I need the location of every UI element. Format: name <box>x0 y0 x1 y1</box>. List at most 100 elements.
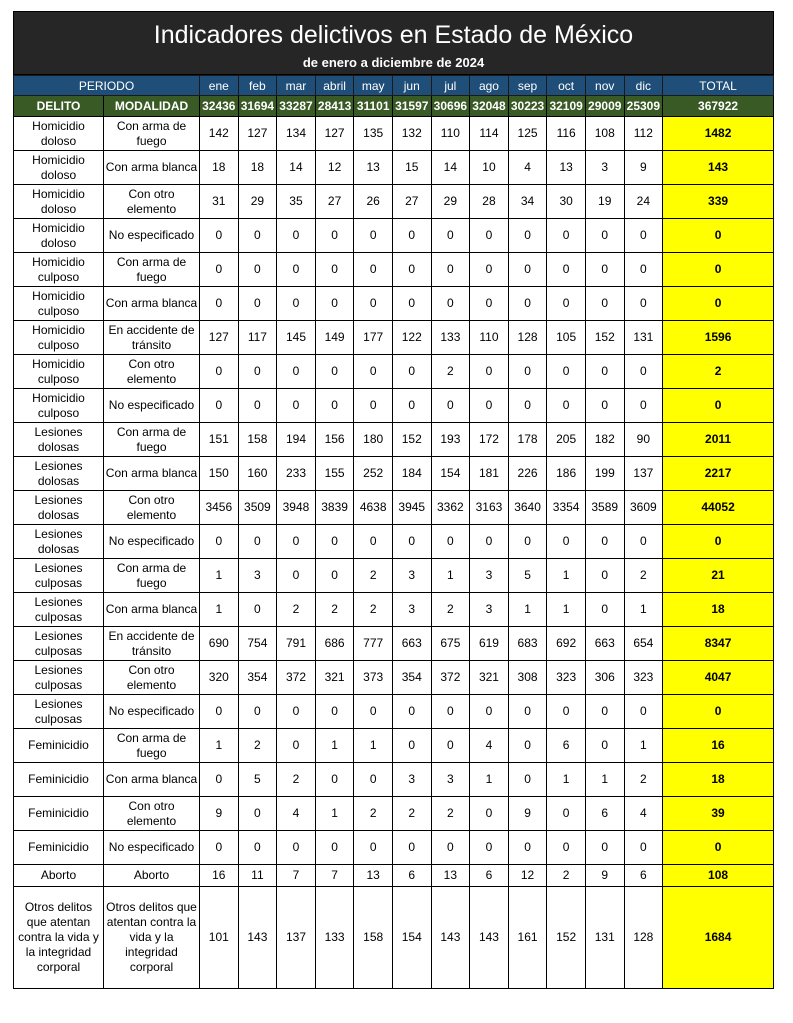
modalidad-cell: En accidente de tránsito <box>103 320 200 355</box>
value-cell: 0 <box>199 354 239 389</box>
table-row: Homicidio doloso Con arma blanca 18 18 14 12 1… <box>13 150 774 185</box>
value-cell: 2 <box>391 796 432 831</box>
value-cell: 1 <box>353 728 393 763</box>
value-cell: 0 <box>391 252 432 287</box>
value-cell: 306 <box>584 660 625 695</box>
modalidad-cell: Aborto <box>103 864 200 887</box>
value-cell: 1 <box>199 592 239 627</box>
value-cell: 0 <box>353 762 393 797</box>
value-cell: 0 <box>469 286 509 321</box>
value-cell: 354 <box>237 660 278 695</box>
value-cell: 152 <box>584 320 625 355</box>
value-cell: 137 <box>623 456 664 491</box>
value-cell: 180 <box>353 422 393 457</box>
value-cell: 0 <box>469 252 509 287</box>
value-cell: 3 <box>391 762 432 797</box>
value-cell: 13 <box>546 150 586 185</box>
value-cell: 29 <box>237 184 278 219</box>
value-cell: 0 <box>623 354 664 389</box>
month-header: jun <box>391 75 432 96</box>
value-cell: 0 <box>546 524 586 559</box>
value-cell: 354 <box>391 660 432 695</box>
value-cell: 6 <box>469 864 509 887</box>
value-cell: 0 <box>314 218 355 253</box>
value-cell: 0 <box>469 354 509 389</box>
value-cell: 177 <box>353 320 393 355</box>
value-cell: 0 <box>623 830 664 865</box>
row-total-cell: 0 <box>662 218 774 253</box>
value-cell: 131 <box>623 320 664 355</box>
modalidad-cell: Con arma blanca <box>103 592 200 627</box>
value-cell: 131 <box>584 886 625 989</box>
value-cell: 0 <box>276 388 316 423</box>
value-cell: 1 <box>314 728 355 763</box>
value-cell: 0 <box>507 252 548 287</box>
delito-cell: Homicidio culposo <box>13 388 104 423</box>
value-cell: 13 <box>353 864 393 887</box>
value-cell: 154 <box>391 886 432 989</box>
value-cell: 158 <box>353 886 393 989</box>
row-total-cell: 0 <box>662 830 774 865</box>
modalidad-cell: Con otro elemento <box>103 184 200 219</box>
table-row: Homicidio doloso No especificado 0 0 0 0 0 0 0 0 0… <box>13 218 774 253</box>
value-cell: 0 <box>584 218 625 253</box>
value-cell: 2 <box>276 762 316 797</box>
modalidad-cell: Con arma de fuego <box>103 728 200 763</box>
report: Indicadores delictivos en Estado de Méxi… <box>13 11 774 989</box>
value-cell: 114 <box>469 116 509 151</box>
value-cell: 0 <box>237 830 278 865</box>
value-cell: 29 <box>430 184 471 219</box>
row-total-cell: 0 <box>662 286 774 321</box>
value-cell: 0 <box>469 218 509 253</box>
value-cell: 0 <box>237 592 278 627</box>
delito-cell: Feminicidio <box>13 728 104 763</box>
month-total: 32109 <box>546 95 586 117</box>
value-cell: 194 <box>276 422 316 457</box>
value-cell: 233 <box>276 456 316 491</box>
value-cell: 0 <box>391 388 432 423</box>
row-total-cell: 2 <box>662 354 774 389</box>
modalidad-cell: No especificado <box>103 694 200 729</box>
value-cell: 3839 <box>314 490 355 525</box>
table-row: Homicidio culposo En accidente de tránsit… <box>13 320 774 355</box>
value-cell: 12 <box>507 864 548 887</box>
month-header: ago <box>469 75 509 96</box>
value-cell: 1 <box>199 558 239 593</box>
month-header: nov <box>584 75 625 96</box>
value-cell: 0 <box>199 218 239 253</box>
value-cell: 0 <box>623 218 664 253</box>
value-cell: 116 <box>546 116 586 151</box>
month-header: dic <box>623 75 664 96</box>
delito-cell: Lesiones culposas <box>13 558 104 593</box>
month-total: 30223 <box>507 95 548 117</box>
value-cell: 0 <box>469 796 509 831</box>
value-cell: 0 <box>584 830 625 865</box>
grand-total: 367922 <box>662 95 774 117</box>
value-cell: 3609 <box>623 490 664 525</box>
table-row: Lesiones culposas Con arma de fuego 1 3 0 0 2 3… <box>13 558 774 593</box>
table-row: Homicidio doloso Con arma de fuego 142 127 1… <box>13 116 774 151</box>
value-cell: 0 <box>546 252 586 287</box>
modalidad-cell: En accidente de tránsito <box>103 626 200 661</box>
modalidad-cell: No especificado <box>103 218 200 253</box>
value-cell: 791 <box>276 626 316 661</box>
value-cell: 3948 <box>276 490 316 525</box>
value-cell: 0 <box>584 388 625 423</box>
value-cell: 686 <box>314 626 355 661</box>
value-cell: 0 <box>199 388 239 423</box>
table-row: Lesiones culposas Con arma blanca 1 0 2 2 2 3 2 3… <box>13 592 774 627</box>
value-cell: 0 <box>237 218 278 253</box>
value-cell: 226 <box>507 456 548 491</box>
value-cell: 321 <box>314 660 355 695</box>
value-cell: 1 <box>469 762 509 797</box>
delito-cell: Aborto <box>13 864 104 887</box>
month-total: 33287 <box>276 95 316 117</box>
value-cell: 172 <box>469 422 509 457</box>
row-total-cell: 8347 <box>662 626 774 661</box>
value-cell: 13 <box>430 864 471 887</box>
month-total: 25309 <box>623 95 664 117</box>
value-cell: 105 <box>546 320 586 355</box>
row-total-cell: 39 <box>662 796 774 831</box>
delito-cell: Homicidio doloso <box>13 184 104 219</box>
modalidad-cell: No especificado <box>103 830 200 865</box>
